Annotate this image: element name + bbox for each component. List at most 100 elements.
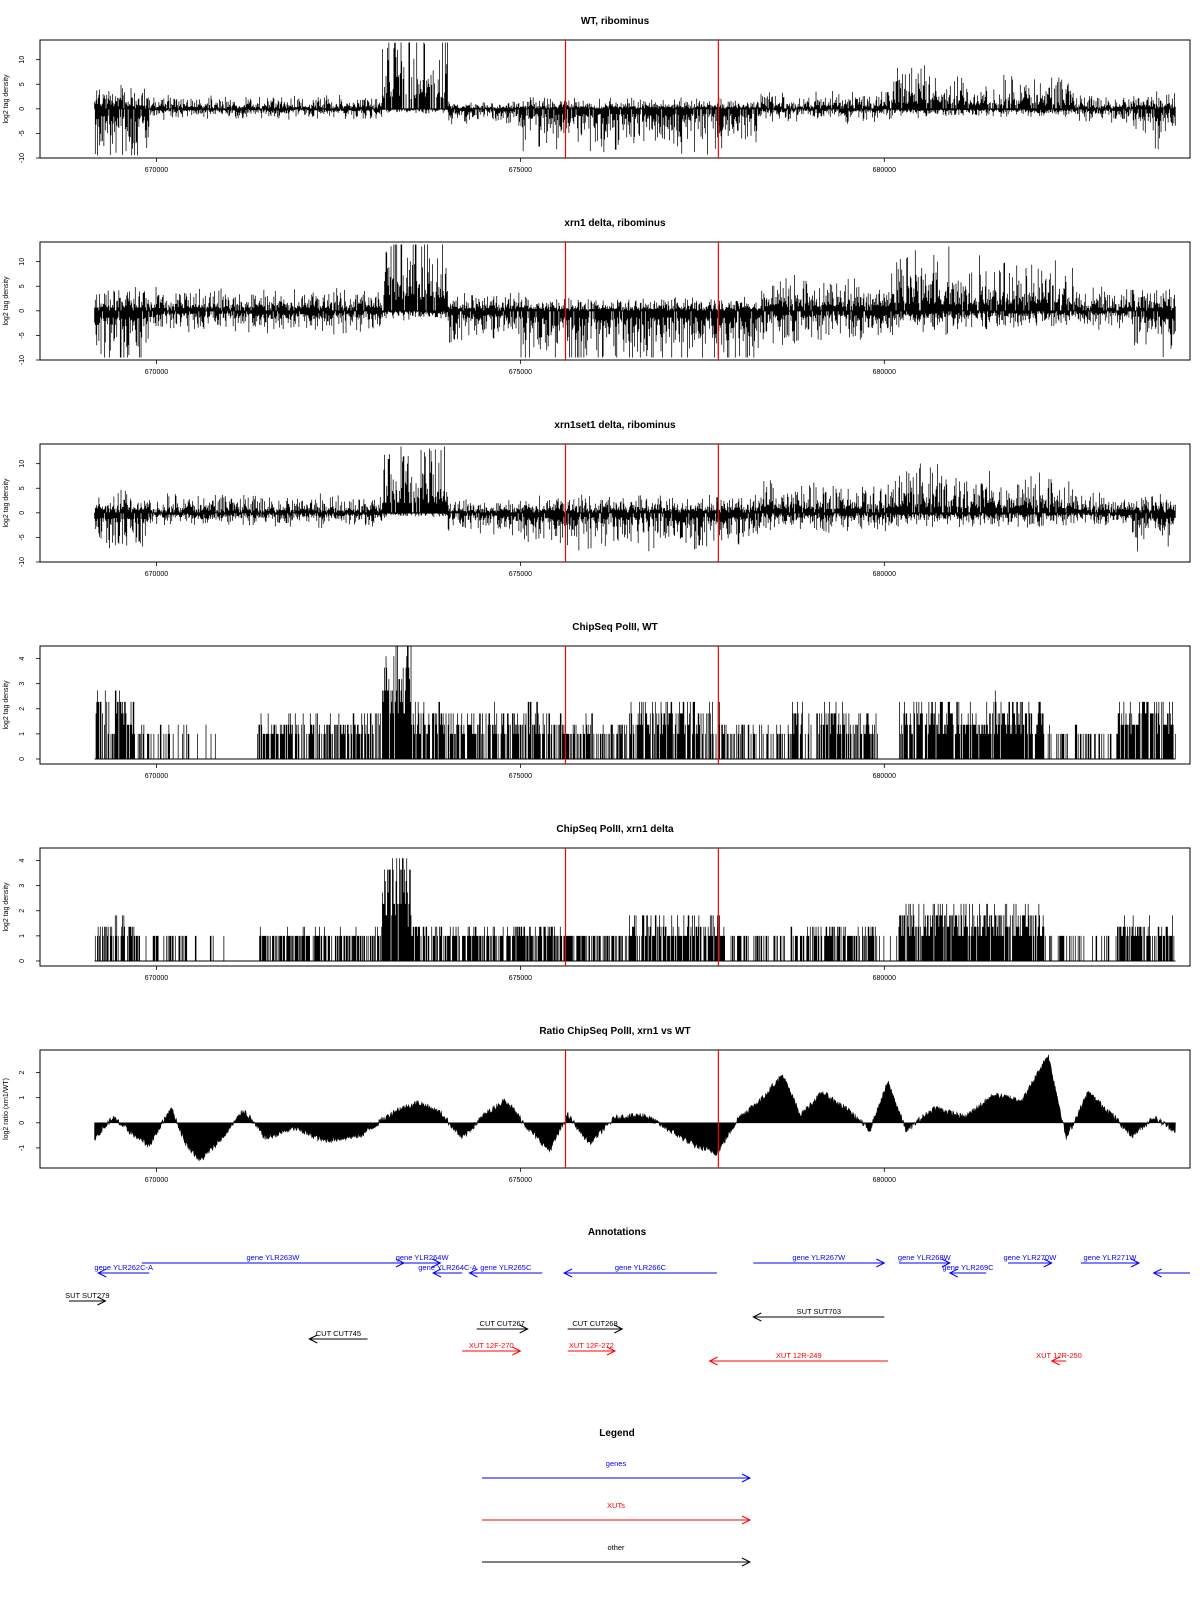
y-tick-label: 10	[19, 56, 26, 64]
chart-panel-chip_wt: ChipSeq PolII, WT log2 tag density 0 1 2 3 4 67…	[3, 622, 1191, 780]
legend-item: XUTs	[482, 1501, 752, 1525]
ratio-area	[94, 1054, 1176, 1162]
annotation-gene	[1152, 1268, 1190, 1278]
arrowhead-icon	[1043, 1258, 1053, 1268]
arrowhead-icon	[941, 1258, 951, 1268]
annotation-other: SUT SUT703	[752, 1307, 885, 1322]
arrowhead-icon	[468, 1268, 478, 1278]
y-tick-label: 10	[19, 460, 26, 468]
x-tick-label: 670000	[145, 1177, 168, 1184]
legend-item: other	[482, 1543, 752, 1567]
annotation-label: XUT 12R-250	[1036, 1351, 1082, 1360]
y-tick-label: 1	[19, 934, 26, 938]
legend-item: genes	[482, 1459, 752, 1483]
plot-frame	[39, 1049, 1191, 1169]
x-tick-label: 675000	[509, 369, 532, 376]
arrowhead-icon	[97, 1268, 107, 1278]
arrowhead-icon	[432, 1258, 442, 1268]
y-tick-label: 2	[19, 909, 26, 913]
legend: genes XUTs other	[482, 1459, 752, 1567]
y-tick-label: 0	[19, 107, 26, 111]
annotation-track: gene YLR262C-A gene YLR263W gene YLR264W ge…	[65, 1253, 1190, 1366]
chart-panel-xrn1: xrn1 delta, ribominus log2 tag density -10…	[3, 218, 1191, 376]
annotation-label: gene YLR267W	[792, 1253, 846, 1262]
arrowhead-icon	[1152, 1268, 1162, 1278]
x-tick-label: 680000	[873, 369, 896, 376]
y-tick-label: 1	[19, 1096, 26, 1100]
y-tick-label: 5	[19, 82, 26, 86]
arrowhead-icon	[741, 1473, 752, 1483]
y-tick-label: 10	[19, 258, 26, 266]
arrowhead-icon	[395, 1258, 406, 1268]
y-axis-label: log2 tag density	[3, 74, 10, 124]
plot-frame	[39, 39, 1191, 159]
annotation-label: gene YLR269C	[942, 1263, 994, 1272]
arrowhead-icon	[708, 1356, 718, 1366]
chart-title: xrn1 delta, ribominus	[564, 218, 666, 229]
x-tick-label: 680000	[873, 167, 896, 174]
y-tick-label: -5	[19, 332, 26, 338]
arrowhead-icon	[741, 1557, 752, 1567]
arrowhead-icon	[752, 1312, 762, 1322]
signal-bars	[94, 42, 1176, 156]
arrowhead-icon	[606, 1346, 617, 1356]
y-tick-label: 4	[19, 859, 26, 863]
arrowhead-icon	[512, 1346, 522, 1356]
arrowhead-icon	[1050, 1356, 1060, 1366]
y-tick-label: 0	[19, 309, 26, 313]
annotation-gene: gene YLR271W	[1080, 1253, 1141, 1268]
chart-panel-ratio: Ratio ChipSeq PolII, xrn1 vs WT log2 rati…	[3, 1026, 1191, 1184]
arrowhead-icon	[614, 1324, 624, 1334]
y-tick-label: 0	[19, 511, 26, 515]
x-tick-label: 675000	[509, 571, 532, 578]
signal-bars	[94, 446, 1176, 552]
arrowhead-icon	[97, 1296, 107, 1306]
annotation-label: XUT 12F-272	[569, 1341, 614, 1350]
x-tick-label: 670000	[145, 975, 168, 982]
y-tick-label: -10	[19, 557, 26, 567]
signal-track	[94, 244, 1176, 358]
annotation-gene: gene YLR268W	[898, 1253, 952, 1268]
annotation-label: gene YLR271W	[1084, 1253, 1138, 1262]
chart-panel-chip_xrn1: ChipSeq PolII, xrn1 delta log2 tag densit…	[3, 824, 1191, 982]
annotation-xut: XUT 12R-250	[1036, 1351, 1082, 1366]
y-tick-label: 4	[19, 657, 26, 661]
chart-title: ChipSeq PolII, WT	[572, 622, 658, 633]
y-tick-label: -5	[19, 534, 26, 540]
legend-label: XUTs	[607, 1501, 625, 1510]
annotation-label: CUT CUT267	[480, 1319, 525, 1328]
x-tick-label: 670000	[145, 369, 168, 376]
signal-track	[94, 42, 1176, 156]
annotation-xut: XUT 12R-249	[708, 1351, 888, 1366]
annotation-gene: gene YLR264W	[396, 1253, 449, 1268]
arrowhead-icon	[741, 1515, 752, 1525]
x-tick-label: 680000	[873, 773, 896, 780]
legend-label: other	[607, 1543, 625, 1552]
annotation-label: XUT 12F-270	[469, 1341, 514, 1350]
annotation-gene: gene YLR263W	[141, 1253, 406, 1268]
y-tick-label: 5	[19, 486, 26, 490]
signal-track	[94, 1054, 1176, 1162]
y-tick-label: 0	[19, 1121, 26, 1125]
chart-title: WT, ribominus	[581, 16, 650, 27]
y-axis-label: log2 ratio (xrn1/WT)	[3, 1078, 10, 1140]
signal-bars	[94, 244, 1176, 358]
y-tick-label: 2	[19, 1071, 26, 1075]
arrowhead-icon	[948, 1268, 959, 1278]
annotation-label: gene YLR262C-A	[94, 1263, 153, 1272]
annotation-xut: XUT 12F-270	[462, 1341, 522, 1356]
annotation-label: gene YLR263W	[246, 1253, 300, 1262]
y-tick-label: 0	[19, 757, 26, 761]
x-tick-label: 675000	[509, 1177, 532, 1184]
annotation-other: CUT CUT745	[308, 1329, 368, 1344]
annotation-label: gene YLR266C	[615, 1263, 667, 1272]
chart-title: Ratio ChipSeq PolII, xrn1 vs WT	[539, 1026, 690, 1037]
x-tick-label: 675000	[509, 167, 532, 174]
annotation-other: CUT CUT267	[476, 1319, 529, 1334]
annotation-label: CUT CUT745	[316, 1329, 361, 1338]
y-tick-label: 3	[19, 682, 26, 686]
y-tick-label: -10	[19, 153, 26, 163]
y-tick-label: -1	[19, 1145, 26, 1151]
